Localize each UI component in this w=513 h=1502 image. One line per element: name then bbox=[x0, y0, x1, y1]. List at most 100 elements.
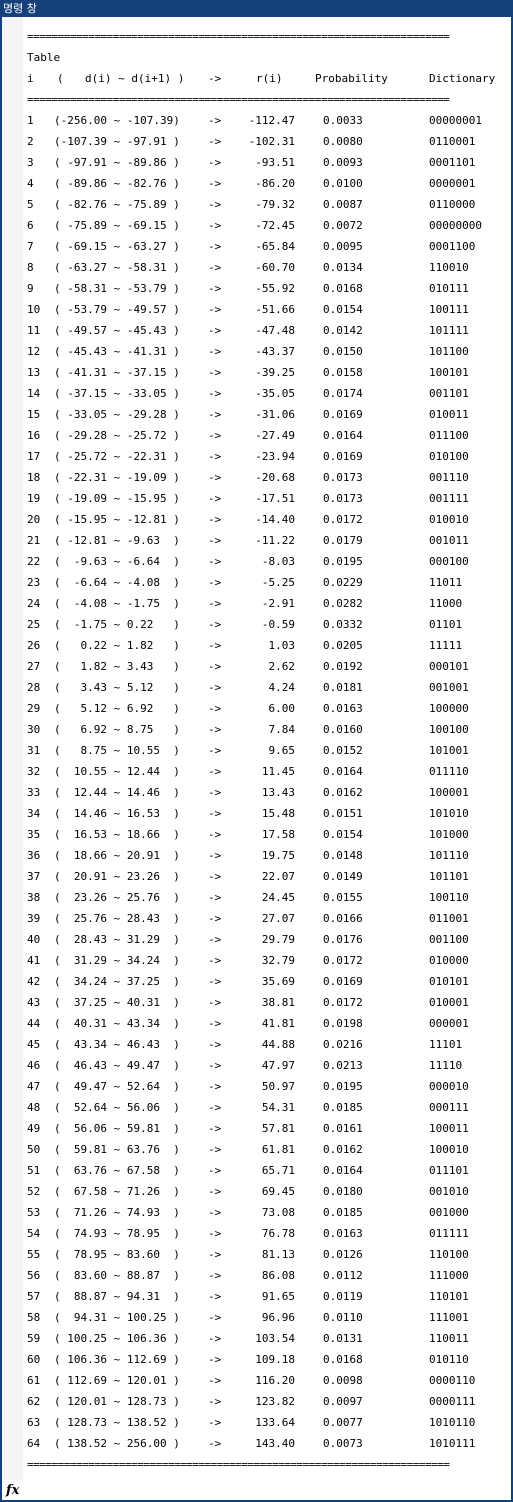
row-range: ( 106.36 ~ 112.69 ) bbox=[54, 1353, 180, 1366]
row-arrow: -> bbox=[208, 387, 222, 400]
row-probability: 0.0162 bbox=[323, 786, 363, 799]
row-probability: 0.0169 bbox=[323, 975, 363, 988]
row-probability: 0.0158 bbox=[323, 366, 363, 379]
table-row: 50 ( 59.81 ~ 63.76 ) -> 61.81 0.0162 100010 bbox=[27, 1139, 507, 1160]
row-r-value: 76.78 bbox=[261, 1227, 295, 1240]
row-range: ( -41.31 ~ -37.15 ) bbox=[54, 366, 180, 379]
row-arrow: -> bbox=[208, 723, 222, 736]
row-r-value: 38.81 bbox=[261, 996, 295, 1009]
row-arrow: -> bbox=[208, 786, 222, 799]
row-range: ( 52.64 ~ 56.06 ) bbox=[54, 1101, 180, 1114]
row-probability: 0.0169 bbox=[323, 450, 363, 463]
table-row: 1 (-256.00 ~ -107.39) -> -112.47 0.0033 00000… bbox=[27, 110, 507, 131]
row-range: ( 78.95 ~ 83.60 ) bbox=[54, 1248, 180, 1261]
row-range: ( -4.08 ~ -1.75 ) bbox=[54, 597, 180, 610]
table-header: i ( d(i) ~ d(i+1) ) -> r(i) Probability … bbox=[27, 68, 507, 89]
table-row: 35 ( 16.53 ~ 18.66 ) -> 17.58 0.0154 101000 bbox=[27, 824, 507, 845]
row-r-value: 143.40 bbox=[255, 1437, 295, 1450]
command-window-output[interactable]: ========================================… bbox=[27, 26, 507, 1475]
row-range: ( 8.75 ~ 10.55 ) bbox=[54, 744, 180, 757]
row-index: 21 bbox=[27, 534, 41, 547]
row-r-value: -51.66 bbox=[255, 303, 295, 316]
row-r-value: 17.58 bbox=[261, 828, 295, 841]
separator-bottom: ========================================… bbox=[27, 1458, 450, 1471]
row-dictionary: 00000000 bbox=[429, 219, 482, 232]
row-index: 13 bbox=[27, 366, 41, 379]
row-range: ( -45.43 ~ -41.31 ) bbox=[54, 345, 180, 358]
separator-top: ========================================… bbox=[27, 30, 450, 43]
row-index: 12 bbox=[27, 345, 41, 358]
row-arrow: -> bbox=[208, 660, 222, 673]
row-probability: 0.0119 bbox=[323, 1290, 363, 1303]
row-dictionary: 000111 bbox=[429, 1101, 469, 1114]
separator-header: ========================================… bbox=[27, 93, 450, 106]
row-probability: 0.0185 bbox=[323, 1206, 363, 1219]
row-dictionary: 11110 bbox=[429, 1059, 463, 1072]
row-probability: 0.0150 bbox=[323, 345, 363, 358]
fx-prompt-icon[interactable]: fx bbox=[6, 1483, 20, 1498]
header-open-paren: ( bbox=[57, 72, 64, 85]
row-probability: 0.0168 bbox=[323, 282, 363, 295]
row-r-value: 13.43 bbox=[261, 786, 295, 799]
row-r-value: -5.25 bbox=[261, 576, 295, 589]
table-row: 38 ( 23.26 ~ 25.76 ) -> 24.45 0.0155 100110 bbox=[27, 887, 507, 908]
row-index: 24 bbox=[27, 597, 41, 610]
row-probability: 0.0077 bbox=[323, 1416, 363, 1429]
row-probability: 0.0112 bbox=[323, 1269, 363, 1282]
row-dictionary: 100010 bbox=[429, 1143, 469, 1156]
row-r-value: -17.51 bbox=[255, 492, 295, 505]
row-arrow: -> bbox=[208, 807, 222, 820]
row-arrow: -> bbox=[208, 534, 222, 547]
row-dictionary: 001001 bbox=[429, 681, 469, 694]
row-index: 54 bbox=[27, 1227, 41, 1240]
row-r-value: 41.81 bbox=[261, 1017, 295, 1030]
row-probability: 0.0185 bbox=[323, 1101, 363, 1114]
row-r-value: 73.08 bbox=[261, 1206, 295, 1219]
table-row: 48 ( 52.64 ~ 56.06 ) -> 54.31 0.0185 000111 bbox=[27, 1097, 507, 1118]
row-range: ( -49.57 ~ -45.43 ) bbox=[54, 324, 180, 337]
table-row: 30 ( 6.92 ~ 8.75 ) -> 7.84 0.0160 100100 bbox=[27, 719, 507, 740]
row-probability: 0.0229 bbox=[323, 576, 363, 589]
table-row: 46 ( 46.43 ~ 49.47 ) -> 47.97 0.0213 11110 bbox=[27, 1055, 507, 1076]
row-dictionary: 11111 bbox=[429, 639, 463, 652]
row-dictionary: 101110 bbox=[429, 849, 469, 862]
row-range: ( 128.73 ~ 138.52 ) bbox=[54, 1416, 180, 1429]
row-arrow: -> bbox=[208, 513, 222, 526]
row-r-value: 7.84 bbox=[268, 723, 296, 736]
table-row: 36 ( 18.66 ~ 20.91 ) -> 19.75 0.0148 101110 bbox=[27, 845, 507, 866]
row-dictionary: 00000001 bbox=[429, 114, 482, 127]
command-window-title: 명령 창 bbox=[0, 0, 513, 17]
row-probability: 0.0162 bbox=[323, 1143, 363, 1156]
table-row: 64 ( 138.52 ~ 256.00 ) -> 143.40 0.0073 10101… bbox=[27, 1433, 507, 1454]
row-dictionary: 11011 bbox=[429, 576, 463, 589]
row-arrow: -> bbox=[208, 1311, 222, 1324]
table-row: 21 ( -12.81 ~ -9.63 ) -> -11.22 0.0179 001011 bbox=[27, 530, 507, 551]
row-range: ( 49.47 ~ 52.64 ) bbox=[54, 1080, 180, 1093]
row-arrow: -> bbox=[208, 1164, 222, 1177]
row-arrow: -> bbox=[208, 870, 222, 883]
row-index: 53 bbox=[27, 1206, 41, 1219]
row-r-value: 133.64 bbox=[255, 1416, 295, 1429]
row-dictionary: 010001 bbox=[429, 996, 469, 1009]
row-probability: 0.0163 bbox=[323, 702, 363, 715]
row-arrow: -> bbox=[208, 429, 222, 442]
row-range: (-107.39 ~ -97.91 ) bbox=[54, 135, 180, 148]
row-arrow: -> bbox=[208, 135, 222, 148]
table-row: 52 ( 67.58 ~ 71.26 ) -> 69.45 0.0180 001010 bbox=[27, 1181, 507, 1202]
row-probability: 0.0195 bbox=[323, 1080, 363, 1093]
row-probability: 0.0151 bbox=[323, 807, 363, 820]
row-index: 45 bbox=[27, 1038, 41, 1051]
row-r-value: -20.68 bbox=[255, 471, 295, 484]
row-range: ( -33.05 ~ -29.28 ) bbox=[54, 408, 180, 421]
table-row: 22 ( -9.63 ~ -6.64 ) -> -8.03 0.0195 000100 bbox=[27, 551, 507, 572]
row-arrow: -> bbox=[208, 639, 222, 652]
table-row: 4 ( -89.86 ~ -82.76 ) -> -86.20 0.0100 000000… bbox=[27, 173, 507, 194]
row-dictionary: 001111 bbox=[429, 492, 469, 505]
row-probability: 0.0181 bbox=[323, 681, 363, 694]
row-r-value: 81.13 bbox=[261, 1248, 295, 1261]
table-row: 6 ( -75.89 ~ -69.15 ) -> -72.45 0.0072 000000… bbox=[27, 215, 507, 236]
row-dictionary: 010100 bbox=[429, 450, 469, 463]
row-dictionary: 001011 bbox=[429, 534, 469, 547]
row-index: 48 bbox=[27, 1101, 41, 1114]
row-index: 30 bbox=[27, 723, 41, 736]
